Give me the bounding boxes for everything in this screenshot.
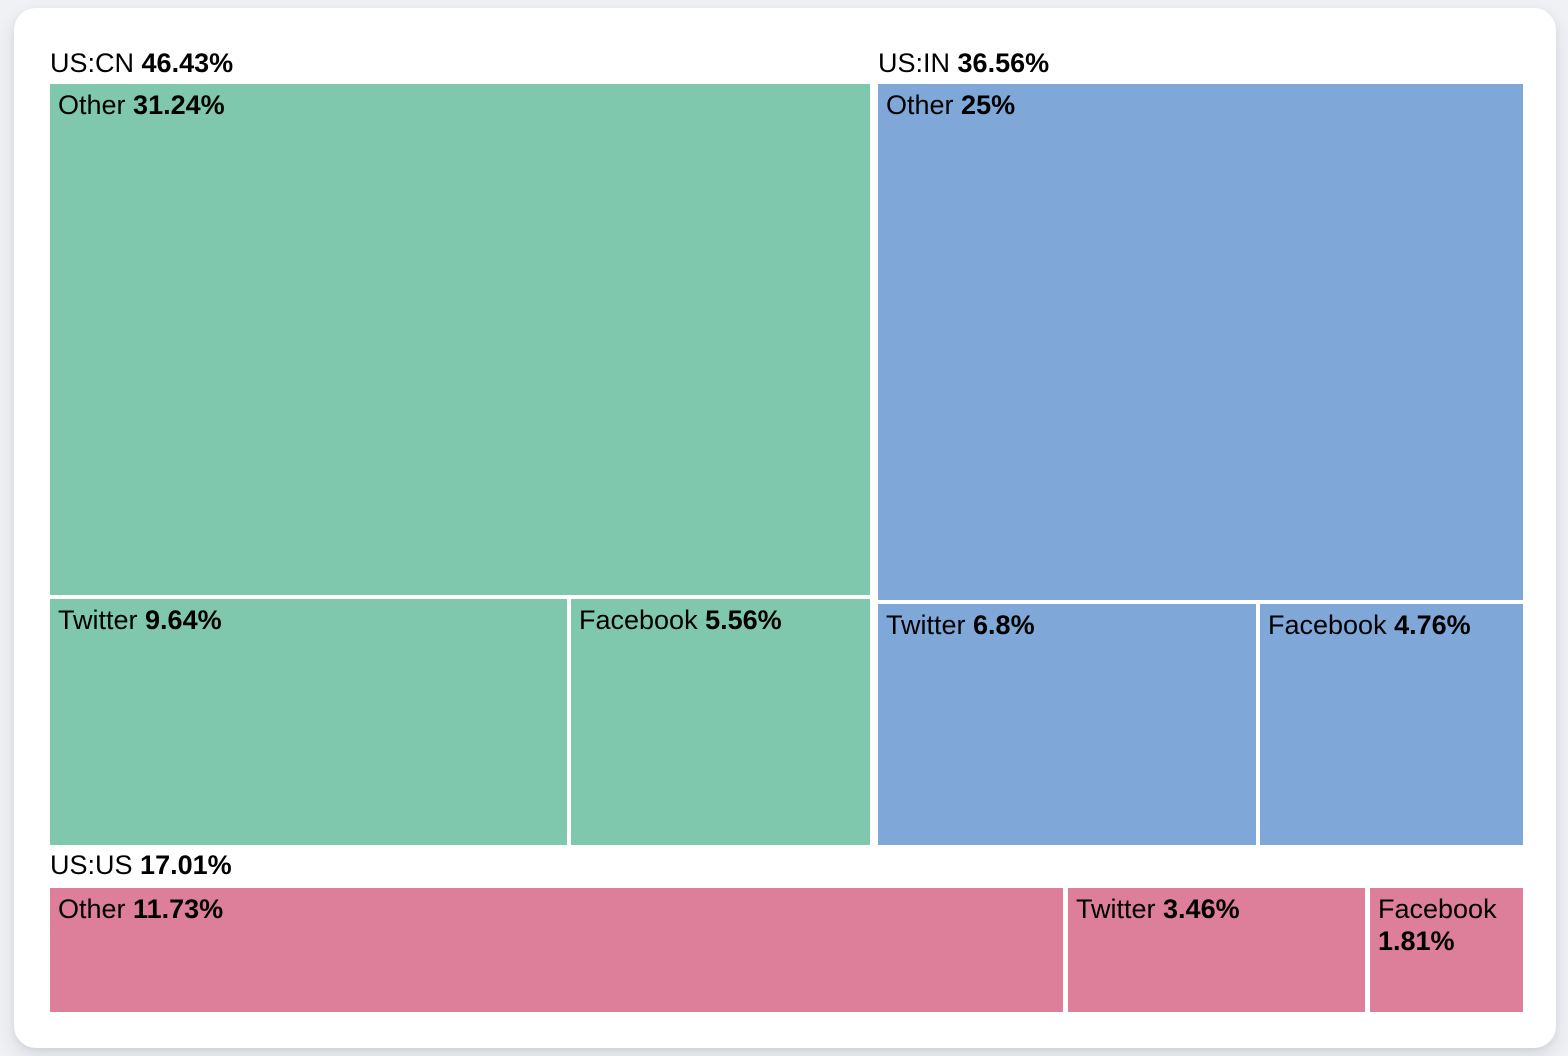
treemap-cell-us-us-other[interactable]: Other 11.73% <box>50 888 1063 1012</box>
cell-label: Other 11.73% <box>50 888 1063 925</box>
cell-label: Facebook 1.81% <box>1370 888 1523 957</box>
cell-label: Facebook 4.76% <box>1260 604 1523 641</box>
cell-label: Facebook 5.56% <box>571 599 870 636</box>
treemap-cell-us-in-twitter[interactable]: Twitter 6.8% <box>878 604 1256 845</box>
cell-label: Twitter 3.46% <box>1068 888 1365 925</box>
group-percent: 46.43% <box>141 48 234 78</box>
cell-label: Other 25% <box>878 84 1523 121</box>
treemap: US:CN 46.43% Other 31.24% Twitter 9.64% … <box>14 8 1556 1048</box>
cell-percent: 31.24% <box>133 90 225 120</box>
cell-name: Twitter <box>58 605 138 635</box>
cell-label: Other 31.24% <box>50 84 870 121</box>
cell-name: Twitter <box>1076 894 1156 924</box>
cell-percent: 6.8% <box>973 610 1035 640</box>
cell-name: Other <box>886 90 954 120</box>
cell-label: Twitter 6.8% <box>878 604 1256 641</box>
treemap-cell-us-in-facebook[interactable]: Facebook 4.76% <box>1260 604 1523 845</box>
cell-percent: 4.76% <box>1394 610 1471 640</box>
treemap-cell-us-us-facebook[interactable]: Facebook 1.81% <box>1370 888 1523 1012</box>
group-header-us-in: US:IN 36.56% <box>878 46 1049 80</box>
treemap-cell-us-cn-twitter[interactable]: Twitter 9.64% <box>50 599 567 845</box>
group-percent: 36.56% <box>957 48 1050 78</box>
chart-card: US:CN 46.43% Other 31.24% Twitter 9.64% … <box>14 8 1556 1048</box>
group-label: US:IN <box>878 48 951 78</box>
cell-percent: 11.73% <box>133 894 224 924</box>
cell-name: Other <box>58 90 126 120</box>
group-header-us-us: US:US 17.01% <box>50 848 232 882</box>
cell-name: Facebook <box>579 605 698 635</box>
cell-percent: 25% <box>961 90 1016 120</box>
cell-percent: 1.81% <box>1378 926 1455 956</box>
cell-name: Other <box>58 894 126 924</box>
group-label: US:US <box>50 850 133 880</box>
treemap-cell-us-cn-facebook[interactable]: Facebook 5.56% <box>571 599 870 845</box>
cell-percent: 5.56% <box>705 605 782 635</box>
cell-name: Twitter <box>886 610 966 640</box>
group-percent: 17.01% <box>140 850 232 880</box>
cell-name: Facebook <box>1268 610 1387 640</box>
group-header-us-cn: US:CN 46.43% <box>50 46 233 80</box>
cell-percent: 3.46% <box>1163 894 1240 924</box>
cell-name: Facebook <box>1378 894 1497 924</box>
treemap-cell-us-in-other[interactable]: Other 25% <box>878 84 1523 600</box>
cell-label: Twitter 9.64% <box>50 599 567 636</box>
treemap-cell-us-cn-other[interactable]: Other 31.24% <box>50 84 870 595</box>
group-label: US:CN <box>50 48 135 78</box>
cell-percent: 9.64% <box>145 605 222 635</box>
treemap-cell-us-us-twitter[interactable]: Twitter 3.46% <box>1068 888 1365 1012</box>
